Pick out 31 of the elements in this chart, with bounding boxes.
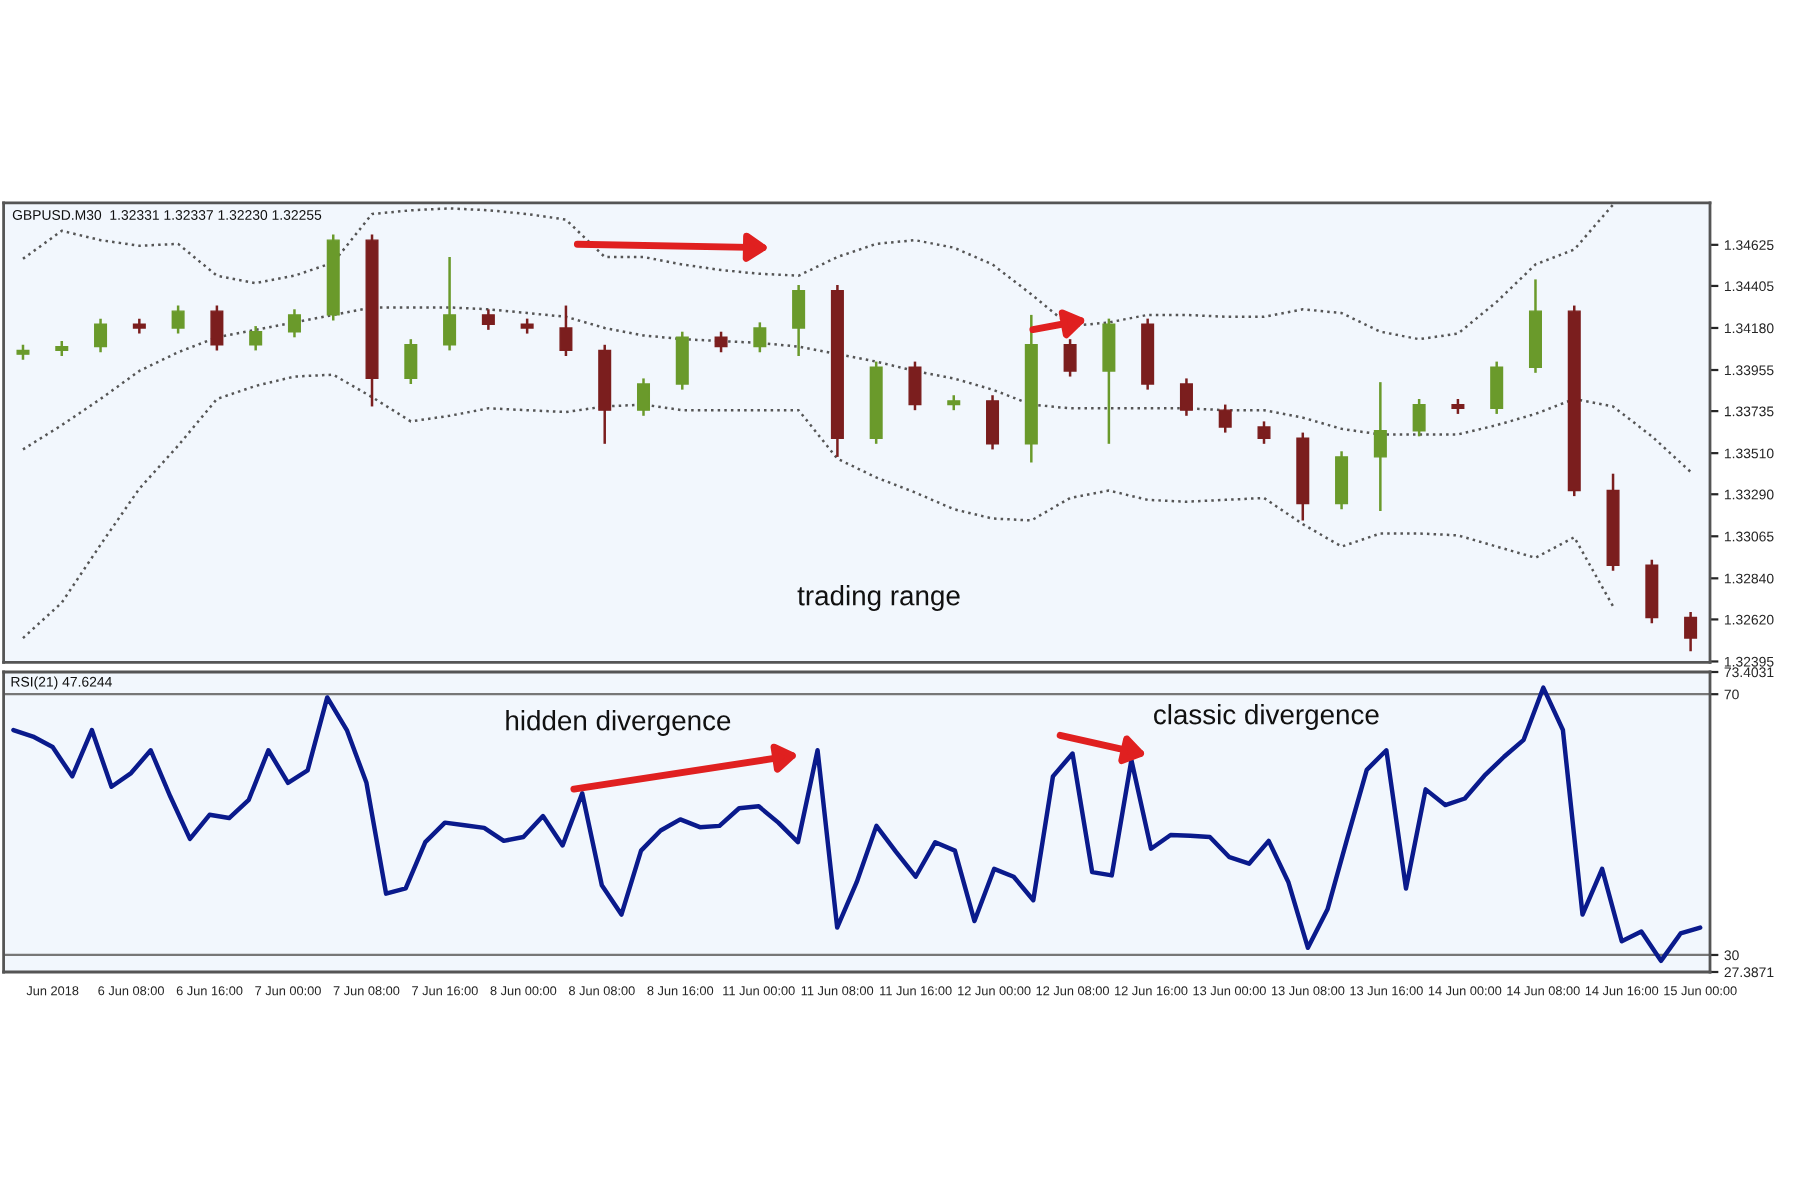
candlestick <box>171 304 185 335</box>
candlestick <box>210 304 224 352</box>
candlestick <box>404 337 418 386</box>
candlestick <box>1257 420 1271 446</box>
candlestick <box>714 330 728 354</box>
candlestick <box>1490 360 1504 416</box>
candlestick <box>559 304 573 358</box>
candlestick <box>1684 610 1698 653</box>
candlestick <box>481 308 495 332</box>
candlestick <box>94 317 108 354</box>
line-series <box>21 306 1692 474</box>
candlestick <box>249 324 263 352</box>
annotation: classic divergence <box>1154 704 1379 730</box>
candlestick <box>753 321 767 354</box>
candlestick <box>986 393 1000 451</box>
candlestick <box>792 283 806 358</box>
candlestick <box>1179 377 1193 418</box>
candlestick <box>675 330 689 391</box>
candlestick <box>636 377 651 418</box>
line-series <box>21 373 1615 640</box>
annotation: trading range <box>797 585 960 611</box>
candlestick <box>287 308 301 339</box>
candlestick <box>1218 403 1232 434</box>
candlestick <box>1335 450 1349 511</box>
candlestick <box>908 360 922 412</box>
candlestick <box>1063 337 1077 378</box>
candlestick <box>1373 380 1387 513</box>
candlestick <box>1102 317 1116 446</box>
annotation: hidden divergence <box>506 710 731 736</box>
candlestick <box>1412 397 1426 438</box>
candlestick <box>443 255 457 352</box>
